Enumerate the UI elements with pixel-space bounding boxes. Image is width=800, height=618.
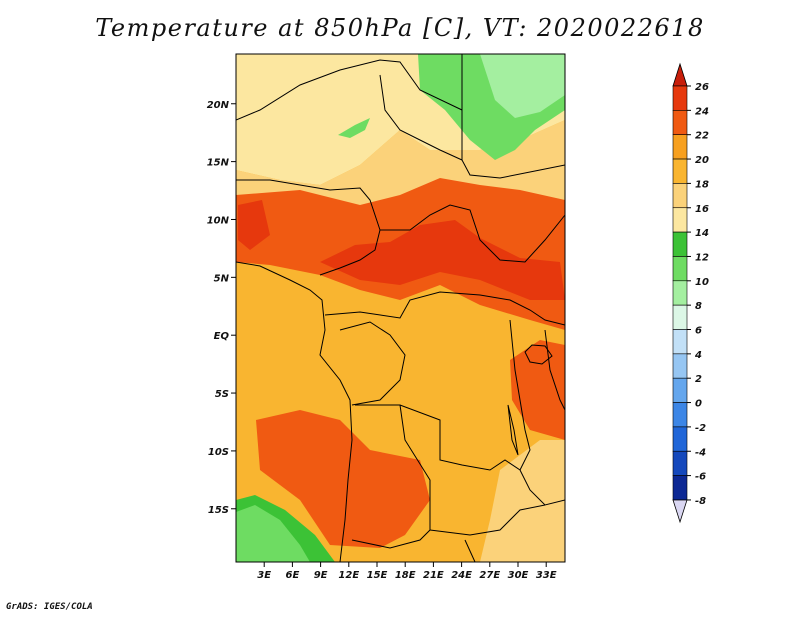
colorbar-label: 26	[695, 82, 709, 93]
border-segment	[509, 319, 531, 471]
colorbar-swatch	[672, 450, 688, 476]
border-segment	[380, 204, 565, 263]
colorbar-swatch	[672, 329, 688, 355]
colorbar-label: -8	[695, 496, 706, 507]
field-region-cool-southeast	[480, 440, 565, 562]
lon-tick-label: 9E	[314, 570, 328, 581]
lake-outline	[507, 404, 519, 456]
lon-tick-label: 18E	[395, 570, 416, 581]
colorbar-label: 2	[695, 374, 702, 385]
colorbar-swatch	[672, 256, 688, 282]
colorbar-swatch	[672, 304, 688, 330]
border-segment	[429, 504, 546, 536]
coastline	[236, 261, 353, 562]
colorbar-label: 24	[695, 106, 709, 117]
colorbar-label: -4	[695, 447, 706, 458]
colorbar-swatch	[672, 183, 688, 209]
lon-tick-label: 21E	[423, 570, 444, 581]
lon-tick-label: 12E	[338, 570, 359, 581]
lake-outline	[524, 344, 553, 365]
latitude-axis: 20N 15N 10N 5N EQ 5S 10S 15S	[207, 100, 236, 516]
lat-tick-label: EQ	[214, 331, 230, 342]
lat-tick-label: 10N	[207, 215, 230, 226]
border-segment	[236, 59, 463, 121]
colorbar-label: -6	[695, 472, 706, 483]
colorbar-swatch	[672, 207, 688, 233]
lon-tick-label: 15E	[367, 570, 388, 581]
lon-tick-label: 30E	[508, 570, 529, 581]
field-region-lightgreen-southwest	[236, 505, 310, 562]
map-field	[236, 54, 565, 562]
colorbar-swatch	[672, 402, 688, 428]
colorbar-label: 14	[695, 228, 709, 239]
grads-credit: GrADS: IGES/COLA	[6, 602, 93, 612]
colorbar-swatch	[672, 475, 688, 501]
lon-tick-label: 6E	[286, 570, 300, 581]
colorbar-label: 16	[695, 204, 709, 215]
colorbar-label: 10	[695, 277, 709, 288]
colorbar-swatch	[672, 353, 688, 379]
border-segment	[461, 54, 565, 179]
lon-tick-label: 24E	[451, 570, 472, 581]
colorbar-swatch	[672, 377, 688, 403]
colorbar-top-triangle	[672, 62, 688, 87]
field-region-hot-west	[238, 200, 270, 250]
colorbar-swatch	[672, 426, 688, 452]
colorbar-label: 18	[695, 179, 709, 190]
colorbar-bottom-triangle	[672, 499, 688, 524]
border-segment	[355, 404, 565, 506]
lon-tick-label: 27E	[479, 570, 500, 581]
lat-tick-label: 15N	[207, 158, 230, 169]
colorbar-swatch	[672, 280, 688, 306]
colorbar-label: -2	[695, 423, 706, 434]
lon-tick-label: 3E	[257, 570, 271, 581]
colorbar-swatch	[672, 158, 688, 184]
field-region-warm-south	[256, 410, 430, 548]
lat-tick-label: 20N	[207, 100, 230, 111]
field-region-lightgreen-northeast	[480, 54, 565, 118]
colorbar-label: 4	[694, 350, 702, 361]
lat-tick-label: 5N	[214, 273, 230, 284]
border-segment	[379, 74, 463, 161]
border-segment	[339, 321, 406, 406]
colorbar-swatch	[672, 110, 688, 135]
country-borders	[236, 54, 565, 562]
map-frame	[235, 53, 566, 563]
field-region-hot-core	[320, 220, 565, 300]
lat-tick-label: 5S	[215, 389, 229, 400]
border-segment	[464, 539, 476, 562]
colorbar-swatch	[672, 231, 688, 257]
border-segment	[324, 291, 565, 326]
field-region-warm-east	[510, 340, 565, 440]
colorbar-label: 8	[695, 301, 702, 312]
lon-tick-label: 33E	[536, 570, 557, 581]
lat-tick-label: 15S	[208, 505, 229, 516]
colorbar-label: 12	[695, 252, 709, 263]
colorbar-label: 20	[695, 155, 709, 166]
colorbar-label: 0	[695, 399, 702, 410]
colorbar-swatch	[672, 85, 688, 111]
colorbar-label: 22	[695, 131, 709, 142]
colorbar-swatch	[672, 134, 688, 160]
lat-tick-label: 10S	[208, 447, 229, 458]
chart-title: Temperature at 850hPa [C], VT: 202002261…	[95, 14, 705, 42]
border-segment	[236, 179, 381, 276]
longitude-axis: 3E 6E 9E 12E 15E 18E 21E 24E 27E 30E 33E	[257, 562, 557, 581]
field-patch-green-small	[338, 118, 370, 138]
colorbar-label: 6	[695, 326, 702, 337]
